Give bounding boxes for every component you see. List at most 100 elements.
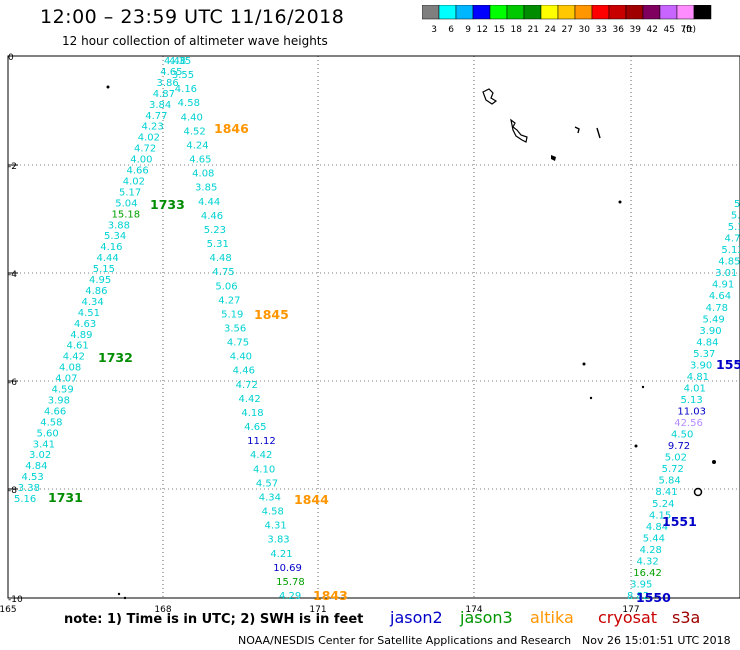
swh-value: 4.79: [725, 234, 740, 245]
swh-value: 3.85: [195, 183, 217, 194]
swh-value: 4.42: [250, 450, 272, 461]
legend-label: 30: [579, 25, 591, 35]
swh-value: 3.88: [108, 220, 130, 231]
swh-value: 3.01: [715, 268, 737, 279]
swh-value: 5.84: [658, 476, 680, 487]
legend-label: 15: [494, 25, 505, 35]
swh-value: 5.49: [703, 314, 725, 325]
swh-value: 3.56: [224, 324, 246, 335]
legend-unit: (ft): [682, 25, 696, 35]
swh-value: 4.89: [70, 330, 92, 341]
island: [117, 592, 121, 596]
swh-value: 4.42: [238, 394, 260, 405]
swh-value: 4.34: [259, 492, 281, 503]
swh-value: 5.23: [204, 225, 226, 236]
swh-value: 8.82: [627, 591, 649, 602]
island: [482, 88, 498, 105]
pass-time-label: 1846: [214, 121, 249, 136]
satellite-name: s3a: [672, 608, 701, 627]
swh-value: 4.31: [265, 521, 287, 532]
swh-value: 4.77: [145, 111, 167, 122]
island: [123, 596, 127, 600]
swh-value: 4.57: [256, 478, 278, 489]
swh-value: 4.34: [82, 297, 104, 308]
swh-value: 4.72: [134, 144, 156, 155]
swh-value: 4.42: [63, 352, 85, 363]
island: [712, 460, 716, 464]
swh-value: 4.64: [709, 291, 731, 302]
swh-value: 5.31: [207, 239, 229, 250]
swh-value: 4.53: [22, 472, 44, 483]
island: [510, 118, 528, 143]
swh-value: 3.38: [18, 483, 40, 494]
legend-label: 70: [681, 25, 693, 35]
swh-value: 4.72: [236, 380, 258, 391]
page-subtitle: 12 hour collection of altimeter wave hei…: [62, 34, 328, 48]
legend-label: 45: [664, 25, 675, 35]
latitude-label: -8: [8, 486, 17, 496]
swh-value: 3.83: [267, 535, 289, 546]
swh-value: 4.58: [40, 417, 62, 428]
legend-label: 27: [562, 25, 573, 35]
island: [693, 487, 703, 497]
swh-value: 4.01: [684, 383, 706, 394]
swh-value: 4.91: [712, 280, 734, 291]
latitude-label: -6: [8, 378, 17, 388]
swh-value: 5.44: [643, 533, 665, 544]
island: [634, 444, 638, 448]
swh-value: 3.41: [33, 439, 55, 450]
island: [641, 385, 645, 389]
note-text: note: 1) Time is in UTC; 2) SWH is in fe…: [64, 612, 364, 627]
swh-value: 4.59: [52, 385, 74, 396]
swh-value: 4.66: [127, 166, 149, 177]
swh-value: 4.02: [123, 176, 145, 187]
swh-value: 5.04: [115, 198, 137, 209]
swh-value: 5.37: [693, 349, 715, 360]
swh-value: 4.07: [55, 374, 77, 385]
swh-value: 4.27: [218, 295, 240, 306]
island: [589, 396, 593, 400]
map-frame: [7, 55, 740, 599]
swh-value: 4.65: [244, 422, 266, 433]
pass-time-label: 1731: [48, 490, 83, 505]
satellite-name: cryosat: [598, 608, 658, 627]
swh-value: 4.84: [25, 461, 47, 472]
swh-value: 4.40: [230, 352, 252, 363]
swh-value: 4.50: [671, 430, 693, 441]
pass-time-label: 1843: [313, 588, 348, 603]
legend-label: 3: [431, 25, 437, 35]
swh-value: 4.66: [44, 406, 66, 417]
swh-value: 4.02: [138, 133, 160, 144]
swh-value: 4.00: [130, 155, 152, 166]
swh-value: 5: [734, 199, 740, 210]
pass-time-label: 1733: [150, 197, 185, 212]
footer-timestamp: Nov 26 15:01:51 UTC 2018: [582, 634, 731, 647]
swh-value: 3.86: [157, 78, 179, 89]
island: [574, 126, 580, 134]
swh-value: 5.17: [119, 187, 141, 198]
legend-label: 33: [596, 25, 607, 35]
swh-value: 4.08: [192, 169, 214, 180]
swh-value: 4.52: [183, 126, 205, 137]
swh-value: 4.58: [178, 98, 200, 109]
swh-value: 4.61: [67, 341, 89, 352]
grid-lines: [8, 55, 740, 599]
swh-value: 11.03: [677, 407, 706, 418]
swh-value: 3.95: [630, 579, 652, 590]
longitude-label: 171: [309, 605, 326, 615]
latitude-label: -2: [8, 162, 17, 172]
swh-value: 4.24: [186, 140, 208, 151]
swh-value: 4.16: [100, 242, 122, 253]
swh-value: 8.41: [655, 487, 677, 498]
satellite-name: jason3: [460, 608, 513, 627]
swh-value: 4.28: [640, 545, 662, 556]
legend-label: 21: [528, 25, 539, 35]
swh-value: 4.75: [212, 267, 234, 278]
swh-value: 11.12: [247, 436, 276, 447]
swh-value: 4.35: [169, 56, 191, 67]
latitude-label: -4: [8, 270, 17, 280]
swh-value: 16.42: [633, 568, 662, 579]
legend-label: 9: [465, 25, 471, 35]
pass-time-label: 1845: [254, 307, 289, 322]
longitude-label: 168: [154, 605, 171, 615]
